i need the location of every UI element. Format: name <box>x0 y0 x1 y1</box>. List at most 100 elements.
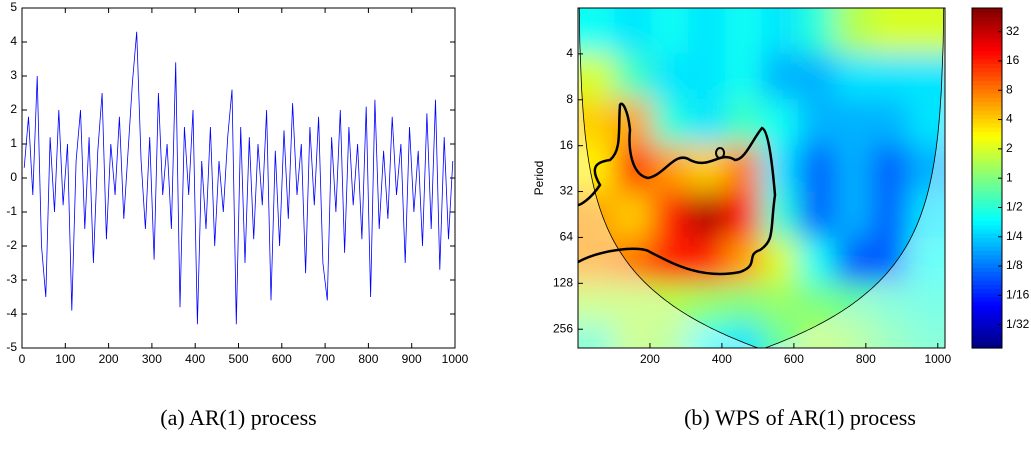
colorbar-strip <box>972 131 1002 137</box>
y-tick-label: -4 <box>6 306 17 320</box>
heat-cell <box>614 191 652 238</box>
heat-cell <box>614 283 652 324</box>
colorbar-strip <box>972 59 1002 64</box>
colorbar-tick-label: 4 <box>1006 112 1013 126</box>
colorbar-strip <box>972 207 1002 213</box>
colorbar-strip <box>972 84 1002 90</box>
x-tick-label: 300 <box>142 352 162 366</box>
heat-cell <box>688 145 726 193</box>
x-tick-label: 100 <box>55 352 75 366</box>
colorbar-strip <box>972 216 1002 222</box>
colorbar-strip <box>972 8 1002 13</box>
colorbar-strip <box>972 67 1002 73</box>
x-tick-label: 900 <box>402 352 422 366</box>
heat-cell <box>798 322 836 348</box>
heat-cell <box>688 237 726 285</box>
heat-cell <box>688 191 726 238</box>
heat-cell <box>724 145 762 193</box>
heat-cell <box>651 191 689 238</box>
colorbar-strip <box>972 76 1002 81</box>
colorbar-strip <box>972 80 1002 86</box>
heat-cell <box>798 237 836 285</box>
colorbar-strip <box>972 127 1002 132</box>
x-tick-label: 0 <box>19 352 26 366</box>
heat-cell <box>834 99 873 146</box>
colorbar-strip <box>972 71 1002 77</box>
colorbar-strip <box>972 173 1002 179</box>
heat-cell <box>761 283 799 324</box>
heat-cell <box>578 53 616 100</box>
heat-cell <box>651 8 689 55</box>
colorbar-strip <box>972 190 1002 196</box>
colorbar-strip <box>972 229 1002 234</box>
colorbar-strip <box>972 314 1002 319</box>
colorbar-strip <box>972 280 1002 285</box>
colorbar-strip <box>972 169 1002 175</box>
colorbar-strip <box>972 97 1002 103</box>
colorbar-strip <box>972 101 1002 107</box>
heat-cell <box>724 283 762 324</box>
colorbar-strip <box>972 144 1002 149</box>
colorbar-strip <box>972 331 1002 336</box>
heat-cell <box>688 53 726 100</box>
heat-cell <box>798 53 836 100</box>
colorbar-strip <box>972 322 1002 328</box>
colorbar-strip <box>972 254 1002 260</box>
heat-cell <box>871 53 909 100</box>
data-line <box>23 31 454 325</box>
heat-cell <box>688 283 726 324</box>
heat-cell <box>761 53 799 100</box>
colorbar-strip <box>972 301 1002 307</box>
colorbar-strip <box>972 135 1002 141</box>
x-tick-label: 400 <box>185 352 205 366</box>
heat-cell <box>798 8 836 55</box>
colorbar-strip <box>972 63 1002 69</box>
x-tick-label: 200 <box>640 352 660 366</box>
colorbar-strip <box>972 114 1002 120</box>
heat-cell <box>908 53 945 100</box>
colorbar-strip <box>972 161 1002 166</box>
colorbar-strip <box>972 105 1002 111</box>
significance-contour <box>715 147 726 159</box>
y-tick-label: 128 <box>553 275 573 289</box>
colorbar-strip <box>972 250 1002 256</box>
colorbar-tick-label: 1/16 <box>1006 288 1030 302</box>
heat-cell <box>578 8 616 55</box>
colorbar-strip <box>972 37 1002 43</box>
x-tick-label: 800 <box>856 352 876 366</box>
colorbar-strip <box>972 20 1002 26</box>
colorbar-strip <box>972 122 1002 128</box>
colorbar-strip <box>972 88 1002 94</box>
heat-cell <box>834 53 873 100</box>
heat-cell <box>908 283 945 324</box>
x-tick-label: 600 <box>272 352 292 366</box>
y-tick-label: -1 <box>6 204 17 218</box>
colorbar-strip <box>972 288 1002 294</box>
heat-cell <box>688 99 726 146</box>
colorbar-tick-label: 1/32 <box>1006 317 1030 331</box>
heat-cell <box>724 191 762 238</box>
colorbar-tick-label: 1/4 <box>1006 229 1023 243</box>
colorbar-strip <box>972 241 1002 247</box>
colorbar-tick-label: 8 <box>1006 82 1013 96</box>
heat-cell <box>688 322 726 348</box>
heatmap-cells <box>578 8 945 348</box>
colorbar-strip <box>972 156 1002 162</box>
heat-cell <box>651 53 689 100</box>
colorbar-tick-label: 1 <box>1006 170 1013 184</box>
heat-cell <box>614 237 652 285</box>
heat-cell <box>578 322 616 348</box>
heat-cell <box>761 8 799 55</box>
colorbar-tick-label: 1/2 <box>1006 200 1023 214</box>
colorbar-strip <box>972 186 1002 192</box>
heat-cell <box>798 191 836 238</box>
heat-cell <box>651 322 689 348</box>
colorbar-strip <box>972 237 1002 243</box>
colorbar-strip <box>972 309 1002 315</box>
colorbar-strip <box>972 284 1002 290</box>
colorbar-strip <box>972 178 1002 183</box>
x-tick-label: 200 <box>99 352 119 366</box>
x-tick-label: 700 <box>315 352 335 366</box>
colorbar-strip <box>972 42 1002 47</box>
